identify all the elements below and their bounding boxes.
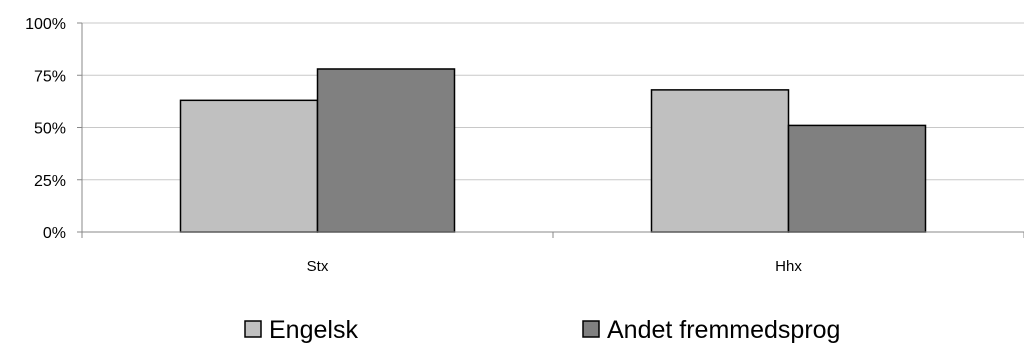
- legend: Engelsk Andet fremmedsprog: [244, 316, 840, 344]
- legend-swatch: [582, 320, 600, 338]
- y-tick-label: 50%: [34, 121, 66, 138]
- x-category-label: Hhx: [775, 258, 802, 275]
- legend-label: Andet fremmedsprog: [607, 316, 840, 344]
- bar-engelsk-stx: [179, 99, 319, 233]
- legend-label: Engelsk: [269, 316, 358, 344]
- legend-swatch: [244, 320, 262, 338]
- bars: [179, 68, 927, 233]
- y-axis-ticks: 0% 25% 50% 75% 100%: [25, 16, 82, 242]
- bar-andet-fremmedsprog-hhx: [787, 124, 927, 233]
- y-tick-label: 100%: [25, 16, 66, 33]
- axes: [81, 23, 1024, 238]
- x-category-label: Stx: [307, 258, 329, 275]
- x-axis-labels: Stx Hhx: [307, 258, 803, 275]
- y-tick-label: 0%: [43, 225, 66, 242]
- bar-andet-fremmedsprog-stx: [316, 68, 456, 233]
- y-tick-label: 75%: [34, 68, 66, 85]
- y-tick-label: 25%: [34, 173, 66, 190]
- bar-engelsk-hhx: [650, 89, 790, 233]
